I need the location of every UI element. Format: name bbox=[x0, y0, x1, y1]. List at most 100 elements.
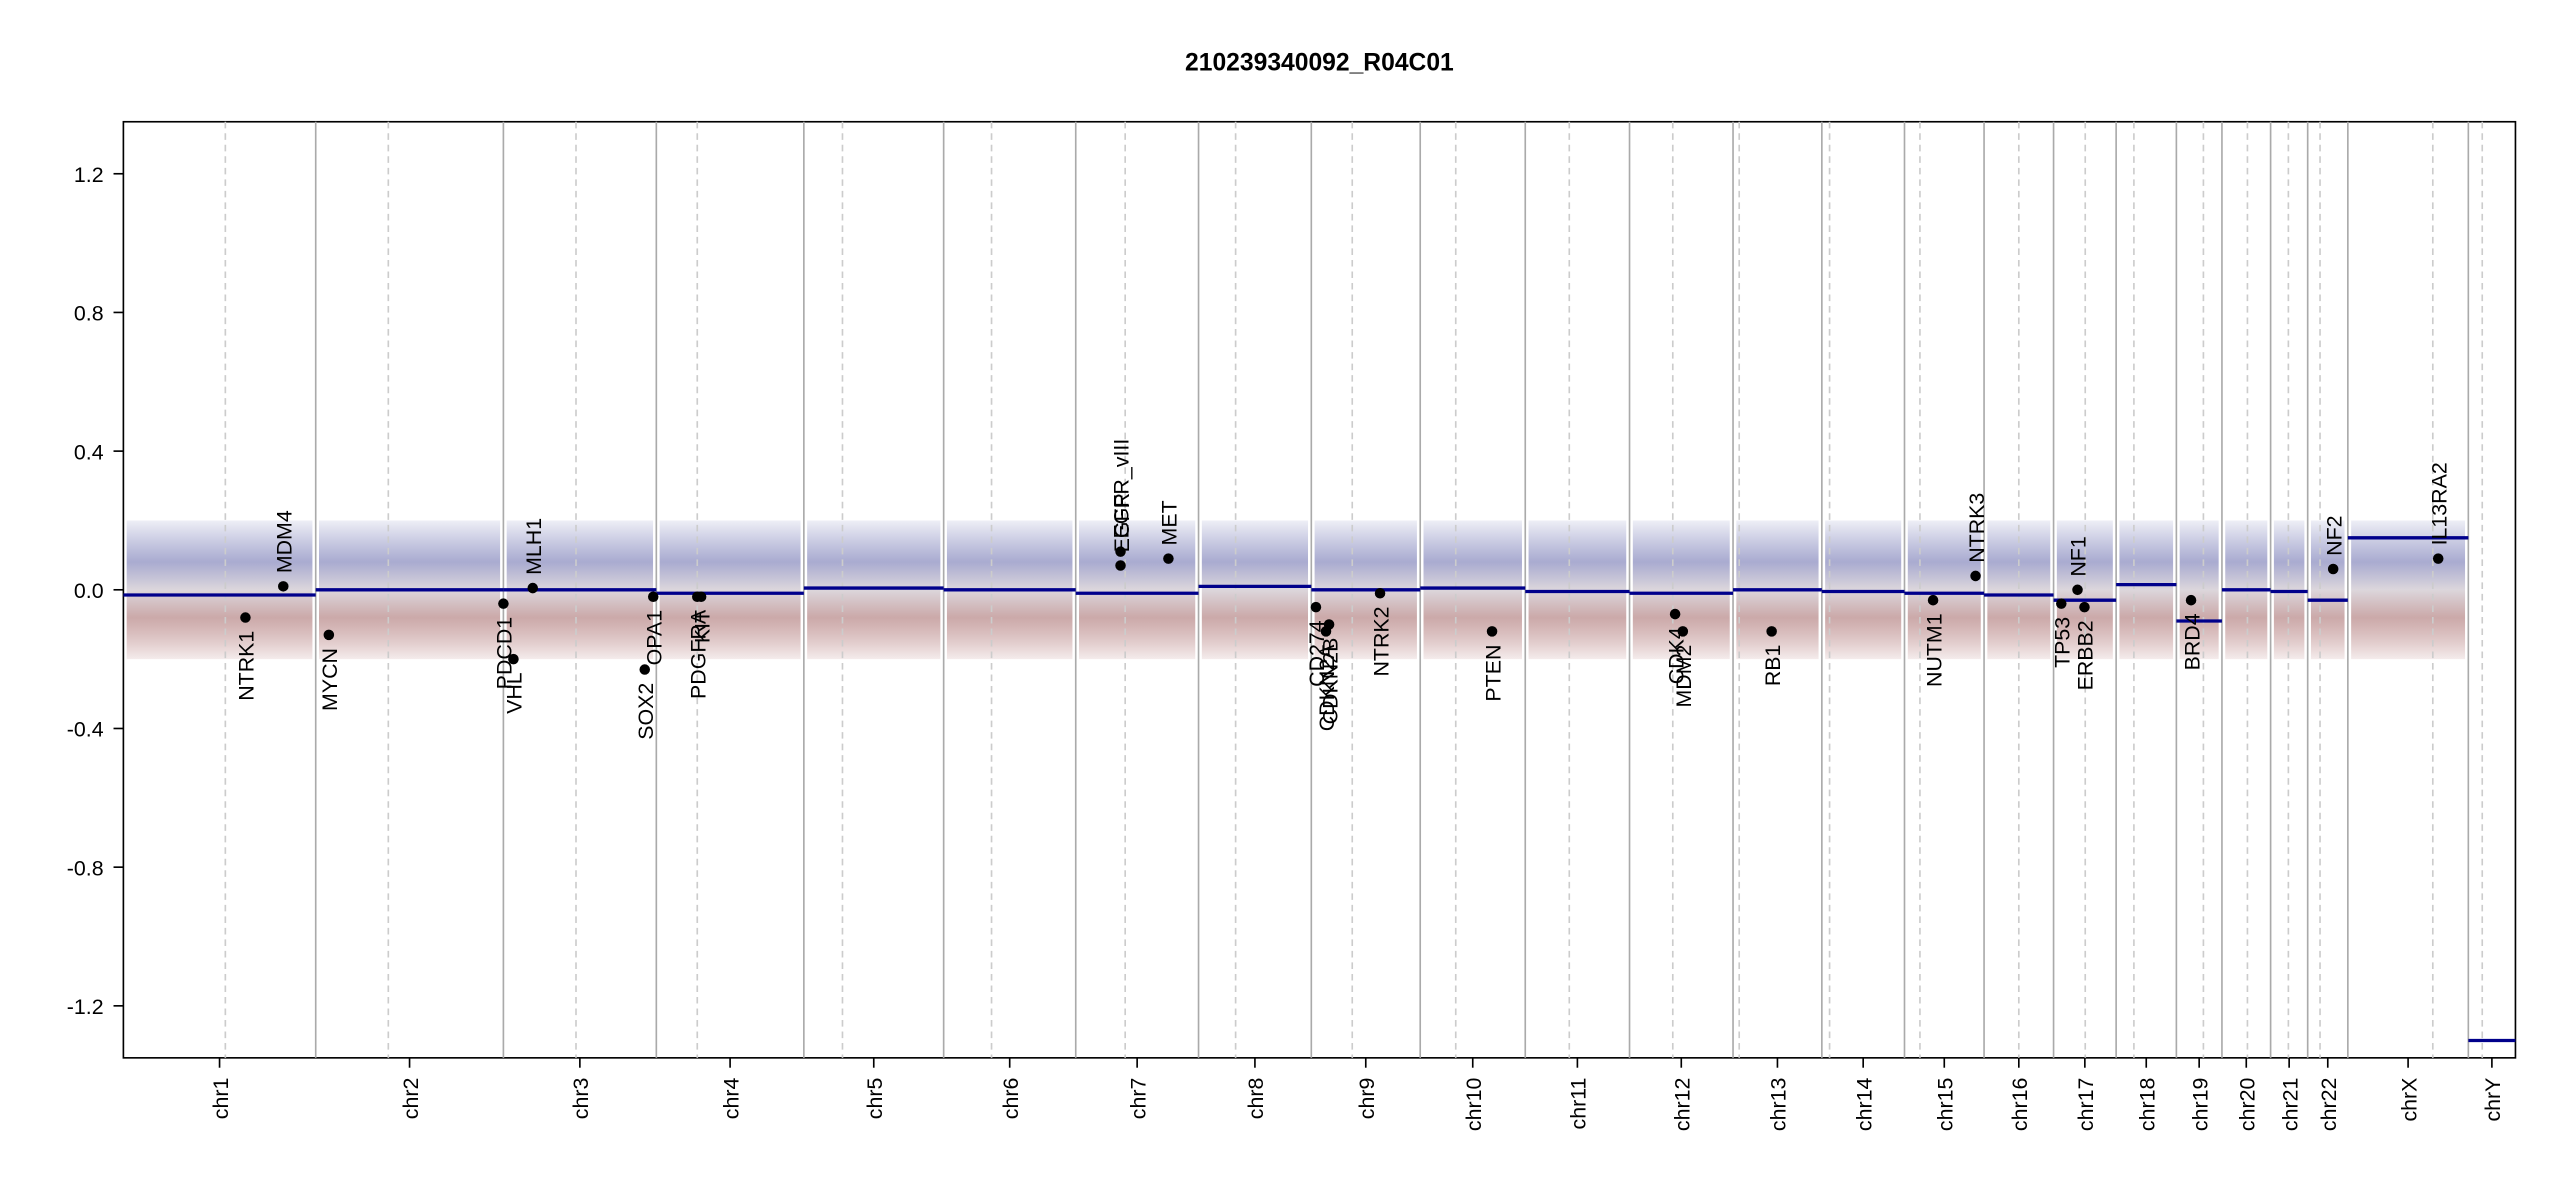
probe-cloud bbox=[807, 520, 941, 660]
probe-cloud bbox=[2056, 520, 2113, 660]
gene-point bbox=[508, 653, 519, 665]
y-tick-label: -0.4 bbox=[67, 718, 104, 742]
x-tick-label: chr16 bbox=[2008, 1078, 2032, 1131]
gene-point bbox=[1310, 601, 1322, 613]
x-tick-label: chr7 bbox=[1126, 1078, 1150, 1120]
x-tick-label: chr20 bbox=[2236, 1077, 2260, 1131]
gene-point bbox=[2079, 601, 2090, 613]
x-tick-label: chr3 bbox=[569, 1078, 593, 1120]
gene-label: CDKN2B bbox=[1318, 638, 1342, 725]
gene-label: CDKN2A bbox=[1315, 644, 1339, 731]
x-tick-label: chr4 bbox=[719, 1077, 743, 1119]
x-tick-label: chr9 bbox=[1355, 1078, 1379, 1120]
gene-point bbox=[1677, 626, 1689, 637]
gene-point bbox=[2432, 553, 2444, 564]
x-tick-label: chrY bbox=[2481, 1078, 2505, 1122]
probe-cloud bbox=[659, 520, 801, 660]
gene-point bbox=[240, 612, 251, 623]
x-tick-label: chr15 bbox=[1934, 1078, 1958, 1131]
probe-cloud bbox=[2179, 520, 2219, 660]
gene-label: PTEN bbox=[1481, 645, 1505, 702]
gene-point bbox=[2072, 584, 2083, 596]
probe-cloud bbox=[1907, 520, 1981, 660]
y-tick-label: 0.4 bbox=[74, 440, 104, 464]
probe-cloud bbox=[1528, 520, 1627, 660]
x-tick-label: chr12 bbox=[1671, 1078, 1695, 1131]
gene-label: VHL bbox=[503, 672, 527, 714]
chart-title: 210239340092_R04C01 bbox=[1185, 50, 1454, 77]
gene-label: MDM4 bbox=[272, 510, 296, 573]
gene-label: NF1 bbox=[2067, 536, 2091, 576]
y-tick-label: 1.2 bbox=[74, 163, 104, 187]
gene-point bbox=[1323, 619, 1335, 630]
gene-point bbox=[1163, 553, 1174, 564]
gene-label: CDK4 bbox=[1664, 627, 1688, 684]
gene-label: ERBB2 bbox=[2074, 620, 2098, 690]
gene-label: TP53 bbox=[2051, 617, 2075, 668]
x-tick-label: chr14 bbox=[1852, 1077, 1876, 1131]
gene-label: RB1 bbox=[1761, 645, 1785, 687]
gene-point bbox=[1486, 626, 1498, 637]
x-tick-label: chr13 bbox=[1767, 1078, 1791, 1131]
gene-point bbox=[1115, 560, 1126, 571]
gene-point bbox=[278, 581, 289, 592]
probe-cloud bbox=[2310, 520, 2345, 660]
gene-label: SOX2 bbox=[634, 683, 658, 740]
gene-label: EGFR_vIII bbox=[1110, 439, 1134, 539]
probe-cloud bbox=[1825, 520, 1902, 660]
gene-point bbox=[1766, 626, 1777, 637]
gene-point bbox=[1115, 546, 1126, 557]
gene-label: NTRK3 bbox=[1965, 493, 1989, 563]
gene-point bbox=[647, 591, 659, 602]
gene-point bbox=[527, 582, 539, 594]
gene-label: KIT bbox=[690, 610, 714, 643]
gene-point bbox=[1374, 588, 1386, 599]
x-tick-label: chr2 bbox=[399, 1078, 423, 1120]
x-tick-label: chr21 bbox=[2278, 1078, 2302, 1131]
gene-label: MYCN bbox=[318, 648, 342, 711]
probe-cloud bbox=[2351, 520, 2466, 660]
gene-label: MET bbox=[1158, 500, 1182, 545]
x-tick-label: chr11 bbox=[1567, 1078, 1591, 1130]
gene-label: PDCD1 bbox=[493, 617, 517, 689]
gene-point bbox=[2056, 598, 2067, 609]
gene-label: NF2 bbox=[2322, 515, 2346, 555]
probe-cloud bbox=[2273, 520, 2305, 660]
probe-cloud bbox=[1423, 520, 1522, 660]
gene-point bbox=[1669, 608, 1681, 620]
probe-cloud bbox=[1079, 520, 1196, 660]
probe-cloud bbox=[1201, 520, 1309, 660]
gene-point bbox=[2185, 594, 2197, 606]
gene-point bbox=[1927, 594, 1939, 606]
gene-label: PDGFRA bbox=[686, 609, 710, 699]
gene-label: NTRK2 bbox=[1369, 606, 1393, 676]
x-tick-label: chr1 bbox=[209, 1078, 233, 1120]
x-tick-label: chr6 bbox=[999, 1078, 1023, 1120]
gene-point bbox=[2327, 563, 2339, 575]
x-tick-label: chr5 bbox=[863, 1078, 887, 1120]
x-tick-label: chr17 bbox=[2074, 1078, 2098, 1131]
probe-cloud bbox=[1987, 520, 2051, 660]
x-tick-label: chr18 bbox=[2135, 1078, 2159, 1131]
x-tick-label: chr10 bbox=[1462, 1077, 1486, 1131]
gene-label: BRD4 bbox=[2180, 613, 2204, 670]
gene-point bbox=[498, 598, 509, 609]
x-tick-label: chrX bbox=[2397, 1078, 2421, 1122]
probe-cloud bbox=[2119, 520, 2174, 660]
gene-label: OPA1 bbox=[642, 610, 666, 665]
gene-label: EGFR bbox=[1110, 493, 1134, 552]
x-tick-label: chr22 bbox=[2317, 1078, 2341, 1131]
gene-label: NUTM1 bbox=[1922, 613, 1946, 687]
gene-label: NTRK1 bbox=[235, 631, 259, 701]
gene-label: MDM2 bbox=[1672, 645, 1696, 708]
y-tick-label: -1.2 bbox=[67, 995, 104, 1019]
gene-label: MLH1 bbox=[522, 518, 546, 575]
gene-point bbox=[639, 664, 651, 675]
y-tick-label: 0.8 bbox=[74, 302, 104, 326]
gene-point bbox=[695, 591, 707, 602]
gene-label: IL13RA2 bbox=[2427, 462, 2451, 545]
y-tick-label: 0.0 bbox=[74, 579, 104, 603]
gene-point bbox=[323, 629, 335, 641]
